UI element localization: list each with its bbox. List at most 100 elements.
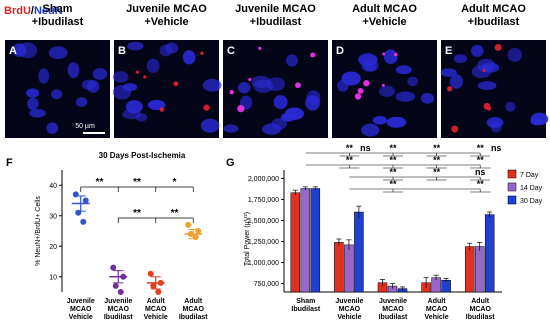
nucleus — [477, 81, 497, 91]
nucleus — [383, 49, 398, 64]
nucleus — [48, 46, 68, 60]
x-tick-label: Adult MCAO Ibudilast — [179, 298, 208, 321]
brdu-cell — [357, 87, 364, 94]
legend-label: 7 Day — [520, 172, 539, 179]
sig-label: ns — [360, 143, 371, 153]
x-tick-label: Adult MCAO Vehicle — [144, 298, 168, 321]
bar — [464, 246, 475, 293]
panel-title: Juvenile MCAO +Ibudilast — [235, 3, 316, 28]
legend-label: 14 Day — [520, 185, 543, 192]
panel-title: Adult MCAO +Vehicle — [352, 3, 417, 28]
nucleus — [262, 123, 282, 135]
brdu-cell — [451, 125, 459, 133]
panel-letter: B — [118, 45, 126, 57]
nucleus — [92, 67, 108, 80]
brdu-cell — [310, 52, 316, 58]
data-point — [112, 282, 119, 289]
brdu-cell — [381, 83, 385, 87]
panel-title: Sham +Ibudilast — [32, 3, 84, 28]
bar — [334, 242, 344, 293]
legend-label: 30 Day — [520, 198, 543, 205]
data-point — [195, 228, 202, 234]
nucleus — [200, 118, 220, 133]
nucleus — [280, 113, 296, 122]
legend-swatch — [507, 182, 517, 192]
bar — [310, 188, 321, 293]
brdu-cell — [258, 46, 262, 51]
nucleus — [507, 47, 522, 62]
sig-label: ns — [475, 167, 486, 177]
nucleus — [182, 50, 196, 65]
sig-label: ** — [433, 155, 441, 165]
chart-title: 30 Days Post-Ischemia — [99, 151, 186, 160]
panel-letter: E — [445, 45, 452, 57]
x-tick-label: Adult MCAO Vehicle — [425, 298, 449, 321]
nucleus — [378, 85, 396, 97]
sig-label: ** — [171, 208, 179, 219]
data-point — [150, 282, 157, 289]
nucleus — [25, 88, 40, 98]
sig-label: ** — [433, 167, 441, 177]
y-tick-label: 40 — [49, 183, 57, 190]
y-tick-label: 1,500,000 — [248, 218, 279, 225]
brdu-cell — [363, 80, 370, 87]
nucleus — [337, 79, 349, 92]
sig-label: ** — [346, 155, 354, 165]
brdu-cell — [135, 70, 139, 74]
charts: F 30 Days Post-Ischemia % NeuN+/BrdU+ Cell… — [6, 143, 543, 321]
panel-letter: F — [6, 157, 13, 169]
x-tick-label: Juvenile MCAO Ibudilast — [104, 298, 133, 321]
bar — [484, 214, 495, 293]
x-tick-label: Adult MCAO Ibudilast — [466, 298, 495, 321]
sig-label: ** — [389, 143, 397, 153]
nucleus — [395, 91, 416, 102]
sig-label: ** — [346, 143, 354, 153]
nucleus — [12, 43, 27, 57]
nucleus — [237, 82, 251, 94]
nucleus — [27, 97, 39, 111]
panel-letter: G — [226, 157, 235, 169]
sig-label: ** — [389, 167, 397, 177]
nucleus — [112, 71, 129, 83]
sig-label: ** — [389, 155, 397, 165]
brdu-cell — [354, 93, 362, 100]
nucleus — [505, 101, 516, 112]
brdu-cell — [248, 77, 252, 82]
nucleus — [471, 44, 484, 57]
nucleus — [440, 68, 457, 77]
nucleus — [223, 124, 239, 133]
nucleus — [127, 41, 144, 51]
nucleus — [273, 95, 288, 110]
sig-label: ** — [133, 208, 141, 219]
nucleus — [135, 113, 148, 122]
brdu-cell — [494, 43, 502, 51]
brdu-cell — [393, 52, 398, 57]
sig-label: ** — [477, 143, 485, 153]
sig-label: ** — [477, 179, 485, 189]
bar — [290, 192, 301, 293]
nucleus — [358, 53, 378, 67]
sig-label: ** — [477, 155, 485, 165]
nucleus — [363, 63, 377, 72]
bar — [344, 244, 354, 293]
nucleus — [81, 79, 97, 90]
stain-label: BrdU/NeuN — [4, 5, 63, 17]
sig-label: ** — [133, 177, 141, 188]
nucleus — [125, 100, 143, 114]
nucleus — [486, 117, 504, 129]
x-tick-label: Sham Ibudilast — [291, 298, 320, 313]
nucleus — [530, 112, 549, 126]
y-axis-label: % NeuN+/BrdU+ Cells — [35, 196, 42, 266]
panel-title: Adult MCAO +Ibudilast — [461, 3, 526, 28]
brdu-cell — [237, 105, 245, 113]
brdu-cell — [229, 89, 234, 95]
sig-label: ** — [433, 143, 441, 153]
y-tick-label: 750,000 — [254, 281, 279, 288]
nucleus — [67, 62, 80, 79]
scale-label: 50 µm — [75, 123, 95, 130]
brdu-cell — [447, 86, 453, 92]
brdu-cell — [482, 68, 486, 72]
brdu-cell — [483, 102, 491, 110]
data-point — [155, 289, 162, 295]
